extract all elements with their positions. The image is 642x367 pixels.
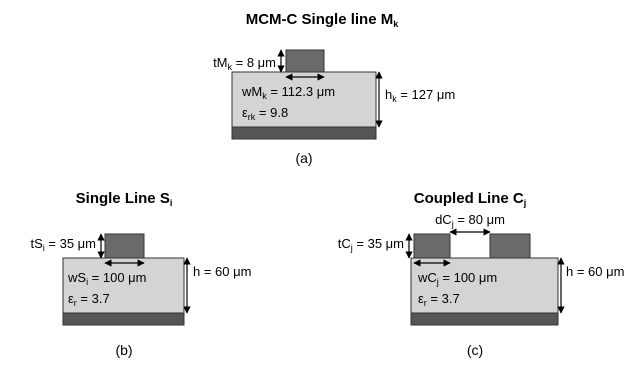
eps-label-a: εrk = 9.8 xyxy=(242,105,288,122)
panel-b-title: Single Line Si xyxy=(76,190,173,208)
t-label-b: tSi = 35 μm xyxy=(30,236,96,253)
panel-c-title: Coupled Line Cj xyxy=(414,190,527,208)
h-label-b: h = 60 μm xyxy=(193,264,251,279)
substrate-a xyxy=(231,71,377,128)
w-label-a: wMk = 112.3 μm xyxy=(241,84,335,101)
eps-label-c: εr = 3.7 xyxy=(418,291,460,308)
caption-a: (a) xyxy=(295,150,312,166)
conductor-c-left xyxy=(413,233,451,259)
ground-plane-c xyxy=(410,312,559,326)
h-label-c: h = 60 μm xyxy=(566,264,624,279)
panel-c: Coupled Line Cj dCj = 80 μm tCj = 35 μm … xyxy=(338,190,625,358)
panel-a-title: MCM-C Single line Mk xyxy=(246,11,400,29)
eps-label-b: εr = 3.7 xyxy=(68,291,110,308)
conductor-b xyxy=(104,233,145,259)
ground-plane-b xyxy=(62,312,185,326)
caption-b: (b) xyxy=(115,342,132,358)
panel-b: Single Line Si tSi = 35 μm wSi = 100 μm … xyxy=(30,190,251,358)
conductor-c-right xyxy=(489,233,531,259)
h-label-a: hk = 127 μm xyxy=(385,87,455,104)
conductor-a xyxy=(285,49,325,73)
t-label-c: tCj = 35 μm xyxy=(338,236,404,253)
w-label-b: wSi = 100 μm xyxy=(67,270,147,287)
w-label-c: wCj = 100 μm xyxy=(417,270,497,287)
caption-c: (c) xyxy=(467,342,483,358)
t-label-a: tMk = 8 μm xyxy=(213,55,276,72)
d-label-c: dCj = 80 μm xyxy=(435,212,505,229)
panel-a: MCM-C Single line Mk tMk = 8 μm wMk = 11… xyxy=(213,11,455,166)
ground-plane-a xyxy=(231,126,377,140)
